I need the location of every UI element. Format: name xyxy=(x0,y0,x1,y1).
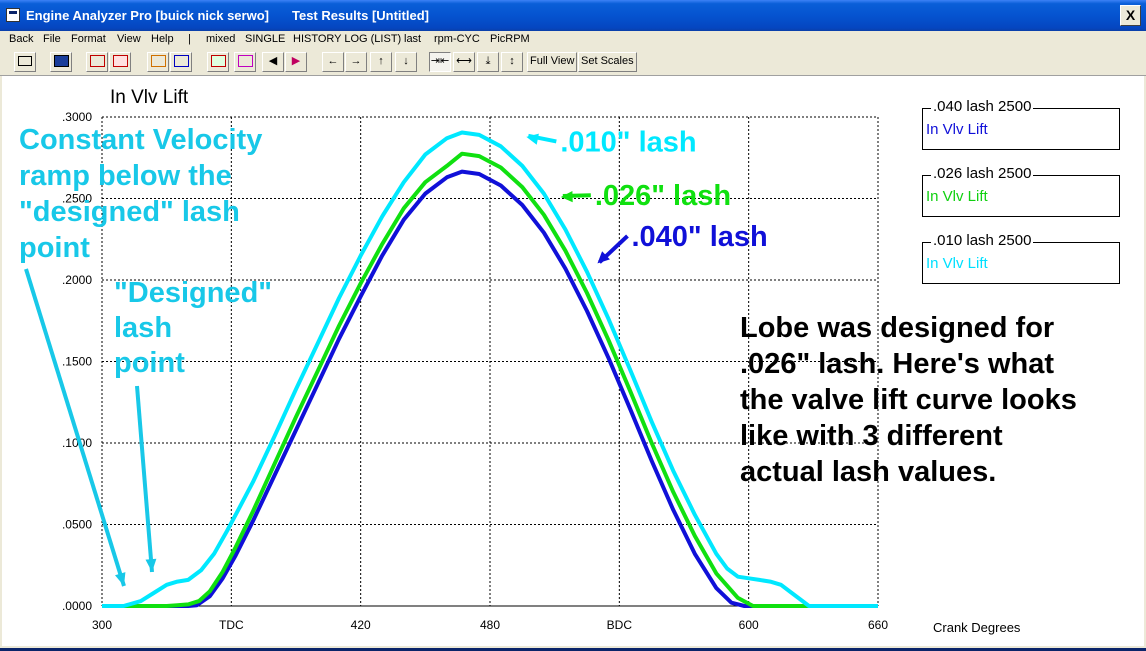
menu-single[interactable]: SINGLE xyxy=(245,33,286,45)
x-tick-label: 480 xyxy=(480,618,500,632)
menu-format[interactable]: Format xyxy=(71,33,106,45)
note-line: .026" lash. Here's what xyxy=(740,348,1055,380)
cv-ramp-arrow xyxy=(24,268,126,587)
note-line: Constant Velocity xyxy=(19,124,263,156)
annotation-arrowhead-1 xyxy=(560,191,573,203)
annotation-arrowhead-0 xyxy=(526,133,539,145)
x-tick-label: TDC xyxy=(219,618,244,632)
arrow-left-icon[interactable]: ← xyxy=(322,52,344,72)
graph-red-2-icon[interactable] xyxy=(109,52,131,72)
annotation-arrowhead-2 xyxy=(597,251,610,264)
lift-chart[interactable]: 300 TDC 420 480 BDC 600 660 .0000 .0500 .1000 .150… xyxy=(2,76,1144,646)
menu-file[interactable]: File xyxy=(43,33,61,45)
save-icon[interactable] xyxy=(50,52,72,72)
menu-history-log[interactable]: HISTORY LOG (LIST) xyxy=(293,33,402,45)
graph-red-icon[interactable] xyxy=(86,52,108,72)
arrow-down-icon[interactable]: ↓ xyxy=(395,52,417,72)
graph-blue-icon[interactable] xyxy=(170,52,192,72)
menu-bar: Back File Format View Help | mixed SINGL… xyxy=(0,31,1146,49)
arrow-left-pink-icon[interactable]: ◀ xyxy=(262,52,284,72)
legend-series-label: In Vlv Lift xyxy=(926,255,988,272)
y-tick-label: .1000 xyxy=(62,436,92,450)
app-icon[interactable] xyxy=(6,8,20,22)
x-axis-label: Crank Degrees xyxy=(933,620,1021,635)
series-line-1 xyxy=(102,151,878,608)
note-line: point xyxy=(114,347,185,379)
toolbar: ◀ ▶ ← → ↑ ↓ ⇥⇤ ⟷ ⤓ ↕ Full View Set Scale… xyxy=(0,49,1146,76)
legend-010-lash[interactable]: .010 lash 2500 In Vlv Lift xyxy=(922,232,1120,284)
designed-lash-arrow xyxy=(135,385,154,573)
shrink-horizontal-icon[interactable]: ⇥⇤ xyxy=(429,52,451,72)
x-tick-label: 420 xyxy=(351,618,371,632)
set-scales-button[interactable]: Set Scales xyxy=(578,52,637,72)
note-line: "Designed" xyxy=(114,277,273,309)
note-line: Lobe was designed for xyxy=(740,312,1055,344)
cv-ramp-note: Constant Velocity ramp below the "design… xyxy=(19,122,262,266)
annotation-label-1: .026" lash xyxy=(595,180,731,212)
annotation-label-2: .040" lash xyxy=(631,221,767,253)
x-tick-label: 600 xyxy=(739,618,759,632)
x-tick-label: 300 xyxy=(92,618,112,632)
title-bar[interactable]: Engine Analyzer Pro [buick nick serwo] T… xyxy=(0,0,1146,31)
y-tick-label: .0000 xyxy=(62,599,92,613)
expand-vertical-icon[interactable]: ↕ xyxy=(501,52,523,72)
print-icon[interactable] xyxy=(14,52,36,72)
legend-series-label: In Vlv Lift xyxy=(926,188,988,205)
arrow-up-icon[interactable]: ↑ xyxy=(370,52,392,72)
menu-separator: | xyxy=(188,33,191,45)
legend-title: .040 lash 2500 xyxy=(931,98,1034,115)
note-line: point xyxy=(19,232,90,264)
annotation-label-0: .010" lash xyxy=(560,126,696,158)
plot-area[interactable]: 300 TDC 420 480 BDC 600 660 .0000 .0500 .1000 .150… xyxy=(2,76,1144,646)
note-line: the valve lift curve looks xyxy=(740,384,1077,416)
arrow-right-icon[interactable]: → xyxy=(345,52,367,72)
x-tick-label: 660 xyxy=(868,618,888,632)
menu-mixed[interactable]: mixed xyxy=(206,33,236,45)
legend-026-lash[interactable]: .026 lash 2500 In Vlv Lift xyxy=(922,165,1120,217)
arrow-right-pink-icon[interactable]: ▶ xyxy=(285,52,307,72)
chart-title: In Vlv Lift xyxy=(110,87,189,108)
x-tick-label: BDC xyxy=(607,618,633,632)
legend-040-lash[interactable]: .040 lash 2500 In Vlv Lift xyxy=(922,98,1120,150)
legend-series-label: In Vlv Lift xyxy=(926,121,988,138)
y-tick-label: .1500 xyxy=(62,355,92,369)
graph-orange-icon[interactable] xyxy=(147,52,169,72)
note-line: like with 3 different xyxy=(740,420,1003,452)
y-tick-label: .0500 xyxy=(62,518,92,532)
note-line: actual lash values. xyxy=(740,456,997,488)
legend-title: .026 lash 2500 xyxy=(931,165,1034,182)
note-line: lash xyxy=(114,312,173,344)
document-title: Test Results [Untitled] xyxy=(292,8,429,23)
explanation-note: Lobe was designed for .026" lash. Here's… xyxy=(740,310,1077,490)
menu-back[interactable]: Back xyxy=(9,33,34,45)
menu-rpm-cyc[interactable]: rpm-CYC xyxy=(434,33,480,45)
graph-mixed-icon[interactable] xyxy=(207,52,229,72)
full-view-button[interactable]: Full View xyxy=(527,52,578,72)
app-title: Engine Analyzer Pro [buick nick serwo] xyxy=(26,8,269,23)
y-tick-label: .2000 xyxy=(62,273,92,287)
menu-last[interactable]: last xyxy=(404,33,422,45)
series-line-0 xyxy=(102,169,878,608)
designed-lash-arrow-head xyxy=(145,558,157,572)
y-tick-label: .2500 xyxy=(62,192,92,206)
legend-title: .010 lash 2500 xyxy=(931,232,1034,249)
menu-view[interactable]: View xyxy=(117,33,141,45)
y-tick-label: .3000 xyxy=(62,110,92,124)
menu-help[interactable]: Help xyxy=(151,33,174,45)
expand-horizontal-icon[interactable]: ⟷ xyxy=(453,52,475,72)
menu-picrpm[interactable]: PicRPM xyxy=(490,33,530,45)
shrink-vertical-icon[interactable]: ⤓ xyxy=(477,52,499,72)
cv-ramp-arrow-head xyxy=(115,572,126,586)
note-line: "designed" lash xyxy=(19,196,240,228)
graph-mixed-2-icon[interactable] xyxy=(234,52,256,72)
series-line-2 xyxy=(102,130,878,608)
close-button[interactable]: X xyxy=(1120,5,1141,26)
note-line: ramp below the xyxy=(19,160,232,192)
designed-lash-note: "Designed" lash point xyxy=(114,276,272,381)
